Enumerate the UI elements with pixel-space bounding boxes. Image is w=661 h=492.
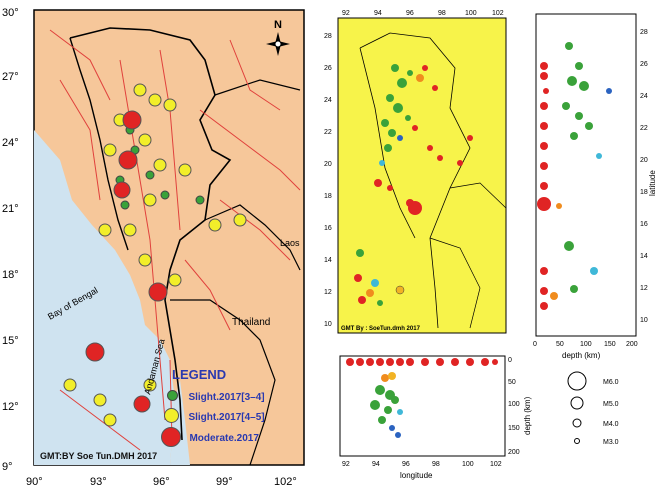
svg-text:M5.0: M5.0 [603, 401, 619, 408]
svg-text:M3.0: M3.0 [603, 439, 619, 446]
svg-text:94: 94 [372, 461, 380, 468]
svg-text:0: 0 [533, 341, 537, 348]
svg-text:20: 20 [324, 161, 332, 168]
svg-text:96°: 96° [153, 476, 170, 488]
svg-text:150: 150 [508, 425, 520, 432]
svg-text:92: 92 [342, 10, 350, 17]
svg-text:94: 94 [374, 10, 382, 17]
svg-text:28: 28 [324, 33, 332, 40]
svg-text:102: 102 [492, 10, 504, 17]
depth-lat-y-ticks: 28 26 24 22 20 18 16 14 12 10 [640, 29, 648, 324]
svg-text:24: 24 [640, 93, 648, 100]
svg-text:100: 100 [465, 10, 477, 17]
svg-text:16: 16 [640, 221, 648, 228]
epicenter-credit: GMT By : SoeTun.dmh 2017 [341, 326, 421, 332]
depth-lon-ylabel: depth (km) [523, 396, 532, 435]
depth-lat-events [537, 42, 612, 310]
svg-text:100: 100 [462, 461, 474, 468]
main-lat-ticks: 30° 27° 24° 21° 18° 15° 12° 9° [2, 7, 19, 473]
legend-title: LEGEND [172, 367, 227, 382]
epicenter-events [354, 64, 473, 306]
depth-lon-x-ticks: 92 94 96 98 100 102 [342, 461, 502, 468]
depth-longitude-plot: 92 94 96 98 100 102 longitude 0 50 100 1… [339, 355, 532, 480]
svg-text:50: 50 [508, 379, 516, 386]
north-label: N [274, 19, 282, 31]
legend-item-slight-3-4: Slight.2017[3–4] [160, 387, 265, 403]
svg-text:20: 20 [640, 157, 648, 164]
svg-text:12: 12 [324, 289, 332, 296]
yellow-dot-icon [164, 408, 179, 424]
svg-text:18°: 18° [2, 269, 19, 281]
svg-text:200: 200 [626, 341, 638, 348]
svg-text:14: 14 [640, 253, 648, 260]
svg-text:24: 24 [324, 97, 332, 104]
fault-lines [49, 29, 301, 451]
main-credit: GMT:BY Soe Tun.DMH 2017 [40, 451, 158, 461]
depth-latitude-plot: 0 50 100 150 200 depth (km) 28 26 24 22 … [533, 13, 657, 360]
laos-label: Laos [280, 238, 300, 248]
svg-text:93°: 93° [90, 476, 107, 488]
svg-text:18: 18 [324, 193, 332, 200]
svg-text:15°: 15° [2, 335, 19, 347]
svg-text:26: 26 [640, 61, 648, 68]
depth-lon-events [346, 358, 498, 438]
green-dot-icon [167, 390, 178, 402]
svg-text:28: 28 [640, 29, 648, 36]
svg-text:12°: 12° [2, 401, 19, 413]
svg-text:50: 50 [556, 341, 564, 348]
depth-lat-ylabel: latitude [648, 170, 657, 196]
svg-text:12: 12 [640, 285, 648, 292]
main-map-events [63, 83, 247, 427]
north-arrow-icon: N [266, 19, 290, 56]
svg-text:0: 0 [508, 357, 512, 364]
svg-text:26: 26 [324, 65, 332, 72]
legend-box: LEGEND Slight.2017[3–4] Slight.2017[4–5]… [160, 367, 300, 462]
svg-text:98: 98 [432, 461, 440, 468]
red-dot-icon [161, 427, 181, 447]
main-lon-ticks: 90° 93° 96° 99° 102° [26, 476, 297, 488]
svg-text:24°: 24° [2, 137, 19, 149]
depth-lat-xlabel: depth (km) [562, 351, 601, 360]
svg-text:16: 16 [324, 225, 332, 232]
svg-text:21°: 21° [2, 203, 19, 215]
svg-text:22: 22 [324, 129, 332, 136]
svg-text:14: 14 [324, 257, 332, 264]
svg-text:10: 10 [324, 321, 332, 328]
svg-text:10: 10 [640, 317, 648, 324]
depth-lat-x-ticks: 0 50 100 150 200 [533, 341, 638, 348]
svg-text:102°: 102° [274, 476, 297, 488]
epicenter-map: 92 94 96 98 100 102 28 26 24 22 20 18 16… [324, 10, 507, 334]
svg-text:99°: 99° [216, 476, 233, 488]
svg-text:M4.0: M4.0 [603, 421, 619, 428]
svg-text:18: 18 [640, 189, 648, 196]
svg-text:200: 200 [508, 449, 520, 456]
depth-lon-xlabel: longitude [400, 471, 433, 480]
svg-text:150: 150 [604, 341, 616, 348]
main-seismicity-map: N 30° 27° 24° 21° 18° 15° 12° 9° 90° 93°… [2, 7, 305, 488]
svg-text:96: 96 [406, 10, 414, 17]
svg-text:90°: 90° [26, 476, 43, 488]
magnitude-legend: M6.0 M5.0 M4.0 M3.0 [567, 371, 619, 446]
svg-text:92: 92 [342, 461, 350, 468]
depth-lon-y-ticks: 0 50 100 150 200 [508, 357, 520, 456]
legend-item-moderate: Moderate.2017 [160, 427, 259, 447]
svg-text:30°: 30° [2, 7, 19, 19]
legend-item-slight-4-5: Slight.2017[4–5] [160, 407, 265, 424]
svg-text:9°: 9° [2, 461, 13, 473]
svg-text:98: 98 [438, 10, 446, 17]
svg-text:M6.0: M6.0 [603, 379, 619, 386]
thailand-label: Thailand [232, 317, 270, 328]
svg-text:100: 100 [508, 401, 520, 408]
svg-text:96: 96 [402, 461, 410, 468]
svg-text:102: 102 [490, 461, 502, 468]
svg-text:22: 22 [640, 125, 648, 132]
epicenter-lat-ticks: 28 26 24 22 20 18 16 14 12 10 [324, 33, 332, 328]
epicenter-lon-ticks: 92 94 96 98 100 102 [342, 10, 504, 17]
svg-text:100: 100 [580, 341, 592, 348]
svg-text:27°: 27° [2, 71, 19, 83]
